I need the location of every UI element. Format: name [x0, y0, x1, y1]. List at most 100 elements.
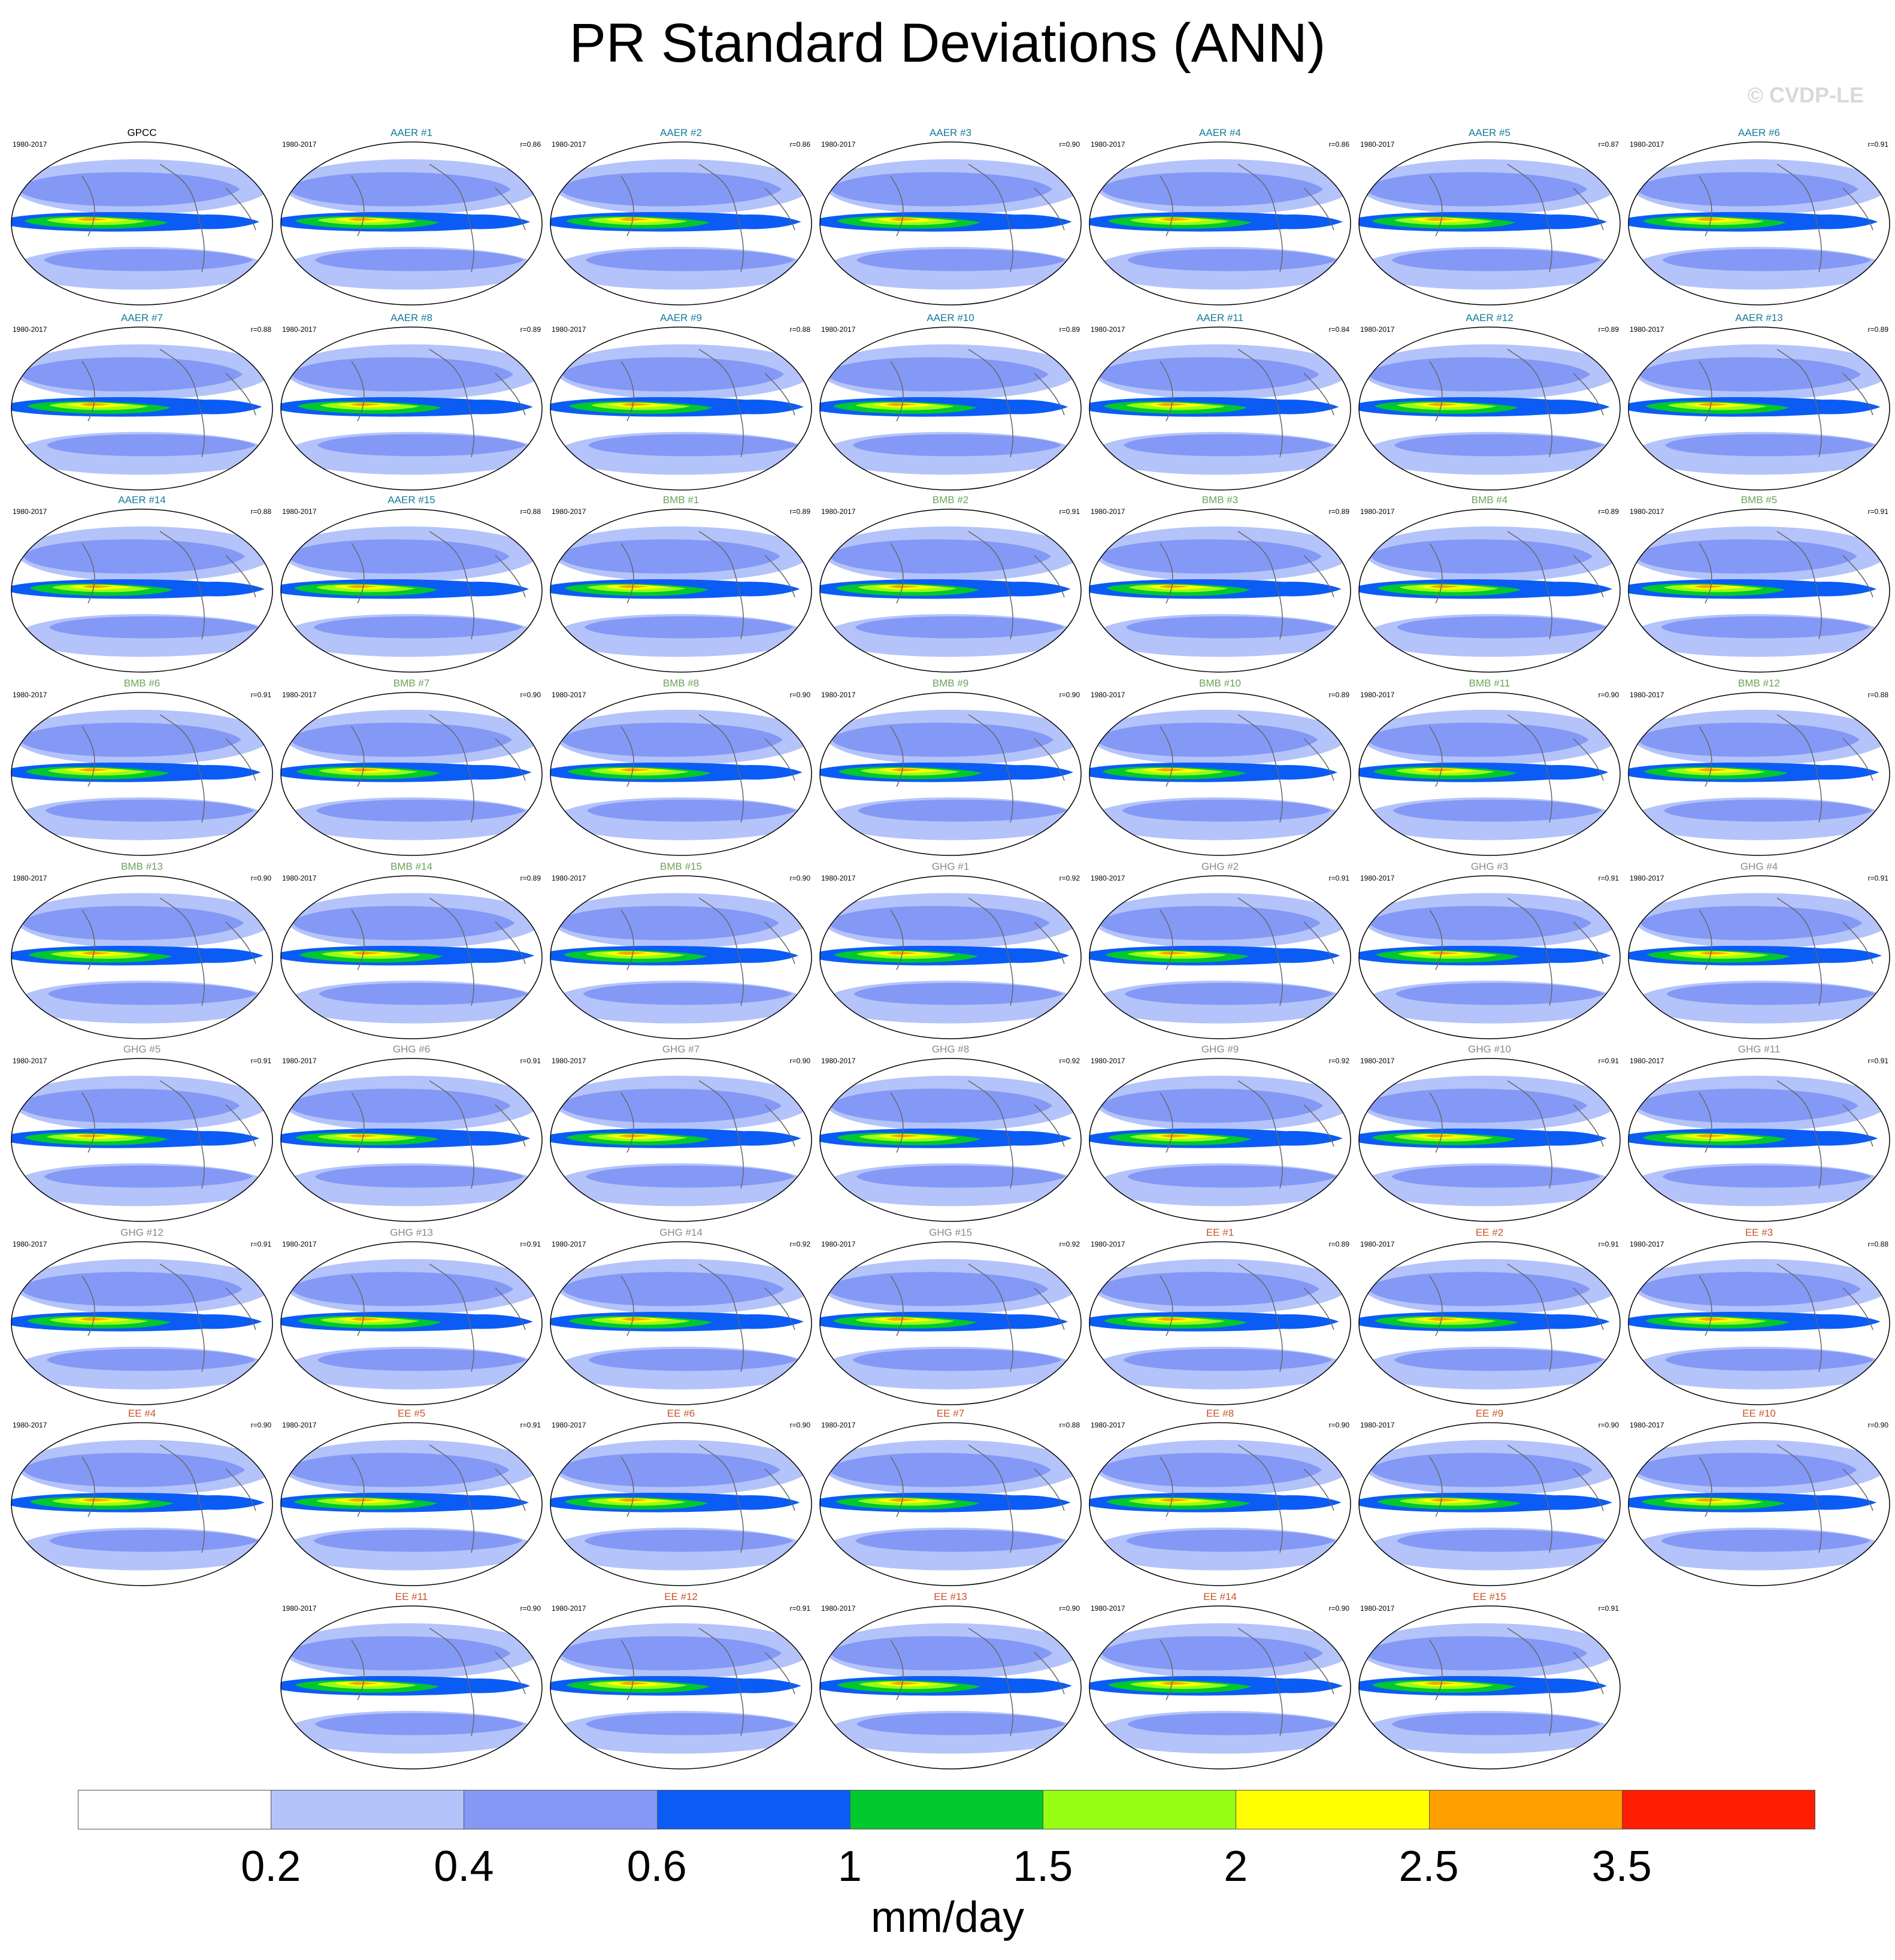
panel-period: 1980-2017: [1360, 1421, 1395, 1429]
contour-level-2: [830, 1088, 1052, 1123]
coastline: [1699, 714, 1873, 823]
contour-level-3: [1785, 582, 1877, 597]
map-panel: AAER #15 1980-2017 r=0.88: [280, 494, 543, 674]
global-map: [280, 692, 543, 856]
panel-title: BMB #10: [1199, 677, 1241, 689]
contour-level-2: [1101, 1088, 1324, 1123]
panel-title: AAER #4: [1199, 127, 1241, 138]
map-panel: GPCC 1980-2017: [10, 127, 274, 307]
panel-period: 1980-2017: [13, 1421, 47, 1429]
panel-title: AAER #9: [660, 312, 702, 323]
global-map: [1628, 692, 1890, 856]
contour-level-7: [1158, 585, 1190, 588]
contour-level-7: [350, 403, 382, 406]
map-border: [1089, 509, 1351, 673]
map-panel: BMB #15 1980-2017 r=0.90: [549, 861, 813, 1041]
panel-title: GHG #11: [1737, 1043, 1781, 1055]
global-map: [280, 1058, 543, 1222]
global-map: [819, 1241, 1082, 1405]
panel-period: 1980-2017: [1360, 507, 1395, 516]
map-panel: AAER #2 1980-2017 r=0.86: [549, 127, 813, 307]
contour-level-3: [443, 948, 534, 963]
panel-period: 1980-2017: [282, 325, 317, 334]
panel-pattern-correlation: r=0.91: [250, 1240, 271, 1248]
map-panel: EE #2 1980-2017 r=0.91: [1358, 1227, 1621, 1407]
contour-level-3: [1251, 214, 1343, 229]
colorbar-swatch: [1043, 1790, 1237, 1829]
panel-pattern-correlation: r=0.89: [1867, 325, 1888, 334]
contour-level-2: [1661, 1529, 1870, 1552]
map-panel: GHG #1 1980-2017 r=0.92: [819, 861, 1082, 1041]
panel-title: GHG #14: [659, 1227, 703, 1238]
map-panel: GHG #8 1980-2017 r=0.92: [819, 1043, 1082, 1223]
map-border: [280, 509, 543, 673]
global-map: [280, 141, 543, 306]
contour-level-3: [977, 948, 1070, 963]
global-map: [11, 1422, 273, 1586]
contour-level-3: [171, 1314, 262, 1329]
global-map: [550, 1605, 812, 1770]
contour-level-3: [441, 1314, 533, 1329]
contour-level-7: [346, 1498, 378, 1502]
colorbar-ticks: 0.2 0.4 0.6 1 1.5 2 2.5 3.5: [78, 1842, 1815, 1896]
contour-level-2: [828, 906, 1050, 940]
colorbar-swatch: [656, 1790, 850, 1829]
contour-level-2: [1098, 906, 1321, 940]
coastline: [1699, 1263, 1873, 1372]
contour-level-7: [1699, 951, 1730, 955]
contour-level-2: [1095, 722, 1318, 757]
panel-title: GPCC: [127, 127, 157, 138]
panel-period: 1980-2017: [1091, 874, 1125, 882]
global-map: [550, 875, 812, 1039]
coastline: [351, 1444, 526, 1553]
map-border: [1358, 1058, 1621, 1222]
map-border: [11, 509, 273, 673]
panel-title: GHG #7: [662, 1043, 700, 1055]
global-map: [11, 692, 273, 856]
panel-pattern-correlation: r=0.90: [250, 1421, 271, 1429]
panel-pattern-correlation: r=0.90: [789, 874, 810, 882]
map-panel: GHG #13 1980-2017 r=0.91: [280, 1227, 543, 1407]
map-panel: GHG #15 1980-2017 r=0.92: [819, 1227, 1082, 1407]
panel-period: 1980-2017: [1360, 325, 1395, 334]
contour-level-7: [350, 1317, 382, 1321]
map-border: [1358, 509, 1621, 673]
map-border: [550, 1605, 812, 1770]
coastline: [1160, 897, 1334, 1006]
contour-level-7: [1155, 768, 1186, 772]
map-panel: EE #1 1980-2017 r=0.89: [1088, 1227, 1352, 1407]
contour-level-3: [1788, 765, 1879, 780]
map-panel: AAER #12 1980-2017 r=0.89: [1358, 312, 1621, 492]
contour-level-3: [173, 582, 265, 597]
panel-period: 1980-2017: [1360, 1240, 1395, 1248]
global-map: [550, 1241, 812, 1405]
contour-level-3: [440, 765, 532, 780]
map-border: [11, 1058, 273, 1222]
contour-level-2: [290, 722, 512, 757]
contour-level-3: [438, 214, 531, 229]
contour-level-3: [168, 214, 260, 229]
contour-level-3: [169, 765, 261, 780]
map-border: [819, 1422, 1082, 1586]
contour-level-7: [1160, 1681, 1191, 1685]
panel-period: 1980-2017: [552, 140, 586, 149]
panel-title: AAER #6: [1738, 127, 1780, 138]
contour-level-7: [1697, 1317, 1729, 1321]
panel-title: GHG #9: [1201, 1043, 1239, 1055]
contour-level-2: [1662, 1165, 1872, 1188]
contour-level-7: [1424, 1134, 1456, 1138]
panel-title: BMB #8: [662, 677, 700, 689]
contour-level-7: [885, 1317, 917, 1321]
map-border: [1089, 692, 1351, 856]
contour-level-3: [979, 1495, 1071, 1510]
map-panel: AAER #8 1980-2017 r=0.89: [280, 312, 543, 492]
map-border: [11, 326, 273, 491]
contour-level-2: [1637, 722, 1860, 757]
contour-level-2: [559, 1088, 782, 1123]
panel-pattern-correlation: r=0.86: [789, 140, 810, 149]
map-border: [280, 1422, 543, 1586]
panel-pattern-correlation: r=0.91: [520, 1421, 541, 1429]
map-panel: BMB #13 1980-2017 r=0.90: [10, 861, 274, 1041]
contour-level-2: [20, 1272, 243, 1306]
coastline: [890, 1444, 1065, 1553]
